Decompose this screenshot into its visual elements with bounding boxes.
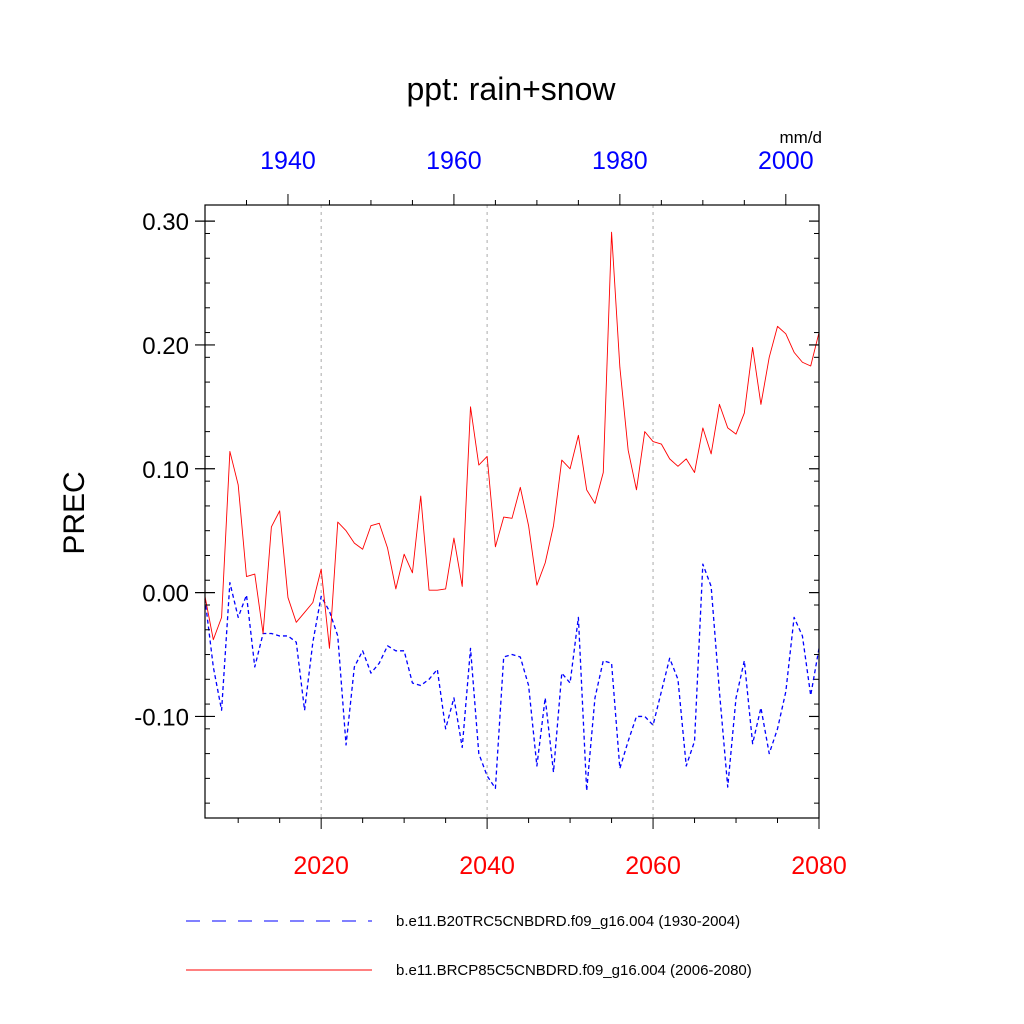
chart-title: ppt: rain+snow (406, 71, 616, 107)
plot-frame (204, 204, 820, 819)
y-tick-label: 0.30 (142, 209, 189, 236)
x-top-tick-label: 1980 (592, 147, 648, 175)
x-top-tick-label: 1940 (260, 147, 316, 175)
units-label: mm/d (780, 128, 823, 147)
legend: b.e11.B20TRC5CNBDRD.f09_g16.004 (1930-20… (186, 913, 752, 979)
series-line-historical (204, 563, 820, 792)
x-top-tick-label: 2000 (758, 147, 814, 175)
vertical-gridlines (320, 205, 654, 818)
y-tick-label: 0.20 (142, 333, 189, 360)
x-bottom-tick-label: 2080 (791, 852, 847, 880)
x-bottom-tick-label: 2040 (459, 852, 515, 880)
x-bottom-tick-label: 2060 (625, 852, 681, 880)
x-top-tick-label: 1960 (426, 147, 482, 175)
x-bottom-tick-label: 2020 (293, 852, 349, 880)
legend-label: b.e11.BRCP85C5CNBDRD.f09_g16.004 (2006-2… (396, 962, 752, 979)
y-tick-label: 0.10 (142, 457, 189, 484)
y-axis-label: PREC (58, 471, 91, 554)
y-tick-label: 0.00 (142, 581, 189, 608)
series-line-rcp85 (204, 231, 820, 649)
series-layer (204, 231, 820, 792)
legend-label: b.e11.B20TRC5CNBDRD.f09_g16.004 (1930-20… (396, 913, 740, 930)
y-tick-label: -0.10 (134, 704, 189, 731)
axes: 0.30 0.20 0.10 0.00 -0.10 2020 2040 2060 2080 194… (134, 147, 847, 880)
